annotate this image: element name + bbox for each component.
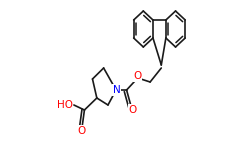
Text: O: O [134, 71, 142, 81]
Text: HO: HO [57, 100, 73, 110]
Text: N: N [113, 85, 121, 95]
Text: O: O [128, 105, 136, 115]
Text: O: O [78, 126, 86, 136]
